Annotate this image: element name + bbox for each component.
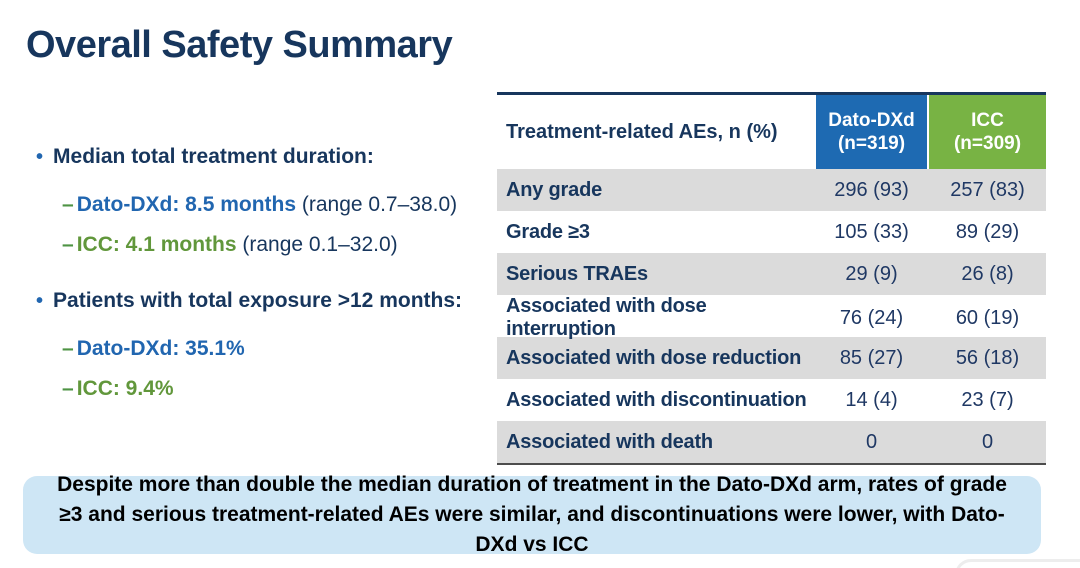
dato-value: 0 (865, 430, 878, 453)
row-label: Any grade (506, 178, 603, 201)
table-header-icc: ICC (n=309) (929, 95, 1046, 169)
sub-bullet-dato-duration: – Dato-DXd: 8.5 months (range 0.7–38.0) (62, 191, 486, 219)
dato-value: 14 (4) (845, 388, 898, 411)
bullet-marker-icon: • (36, 146, 44, 168)
sub-bullet-dato-exposure: – Dato-DXd: 35.1% (62, 335, 486, 363)
sub-bullet-range: (range 0.7–38.0) (296, 193, 458, 216)
table-row-any-grade: Any grade 296 (93) 257 (83) (497, 169, 1046, 211)
table-header-dato-dxd: Dato-DXd (n=319) (816, 95, 927, 169)
icc-value: 0 (981, 430, 994, 453)
header-dato-n: (n=319) (837, 133, 906, 154)
dato-value: 76 (24) (839, 306, 904, 329)
sub-bullet-highlight: ICC: 9.4% (76, 377, 174, 400)
dato-value: 29 (9) (845, 262, 898, 285)
row-label: Associated with death (506, 430, 713, 453)
callout-text: Despite more than double the median dura… (57, 473, 1007, 556)
dato-value: 296 (93) (834, 178, 909, 201)
bullet-list: • Median total treatment duration: – Dato-… (36, 143, 486, 415)
header-dato-name: Dato-DXd (828, 110, 915, 131)
table-row-death: Associated with death 0 0 (497, 421, 1046, 463)
icc-value: 89 (29) (955, 220, 1020, 243)
icc-value: 23 (7) (961, 388, 1014, 411)
icc-value: 56 (18) (955, 346, 1020, 369)
icc-value: 26 (8) (961, 262, 1014, 285)
row-label: Associated with discontinuation (506, 388, 807, 411)
sub-bullet-icc-exposure: – ICC: 9.4% (62, 375, 486, 403)
bullet-item: • Median total treatment duration: (36, 143, 486, 171)
sub-bullet-highlight: Dato-DXd: 8.5 months (76, 193, 297, 216)
bullet-label: Median total treatment duration: (53, 145, 374, 168)
table-header-label: Treatment-related AEs, n (%) (497, 95, 816, 169)
table-row-grade-ge3: Grade ≥3 105 (33) 89 (29) (497, 211, 1046, 253)
table-row-serious-traes: Serious TRAEs 29 (9) 26 (8) (497, 253, 1046, 295)
dato-value: 105 (33) (834, 220, 909, 243)
row-label: Associated with dose reduction (506, 346, 802, 369)
sub-bullet-range: (range 0.1–32.0) (236, 233, 398, 256)
page-title: Overall Safety Summary (26, 24, 453, 66)
sub-bullet-highlight: Dato-DXd: 35.1% (76, 337, 245, 360)
row-label: Serious TRAEs (506, 262, 648, 285)
table-header-row: Treatment-related AEs, n (%) Dato-DXd (n… (497, 95, 1046, 169)
header-icc-name: ICC (971, 110, 1004, 131)
bullet-item: • Patients with total exposure >12 months… (36, 287, 486, 315)
header-column-gap (927, 95, 929, 169)
callout-box: Despite more than double the median dura… (23, 473, 1041, 556)
dash-marker-icon: – (62, 377, 74, 400)
dash-marker-icon: – (62, 193, 74, 216)
icc-value: 60 (19) (955, 306, 1020, 329)
partial-rounded-box (955, 559, 1080, 568)
bullet-label: Patients with total exposure >12 months: (53, 289, 463, 312)
row-label: Associated with dose interruption (506, 295, 707, 340)
dash-marker-icon: – (62, 337, 74, 360)
table-row-dose-reduction: Associated with dose reduction 85 (27) 5… (497, 337, 1046, 379)
dato-value: 85 (27) (839, 346, 904, 369)
header-icc-n: (n=309) (953, 133, 1022, 154)
sub-bullet-icc-duration: – ICC: 4.1 months (range 0.1–32.0) (62, 231, 486, 259)
row-label: Grade ≥3 (506, 220, 590, 243)
table-row-dose-interruption: Associated with dose interruption 76 (24… (497, 295, 1046, 340)
icc-value: 257 (83) (950, 178, 1025, 201)
safety-table: Treatment-related AEs, n (%) Dato-DXd (n… (497, 92, 1046, 465)
bullet-marker-icon: • (36, 290, 44, 312)
sub-bullet-highlight: ICC: 4.1 months (76, 233, 237, 256)
bullet-group-exposure: • Patients with total exposure >12 months… (36, 287, 486, 403)
bullet-group-treatment-duration: • Median total treatment duration: – Dato-… (36, 143, 486, 259)
table-row-discontinuation: Associated with discontinuation 14 (4) 2… (497, 379, 1046, 421)
dash-marker-icon: – (62, 233, 74, 256)
